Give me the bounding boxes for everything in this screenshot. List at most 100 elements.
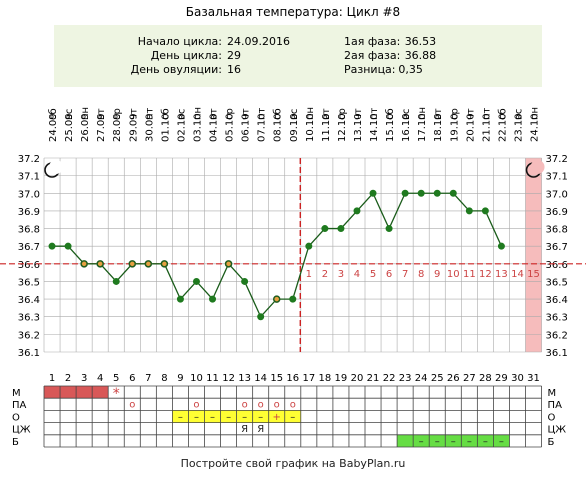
data-point <box>112 277 120 285</box>
y-tick-right: 36.3 <box>546 313 568 324</box>
date-label: 07.10 <box>257 113 268 142</box>
y-tick-left: 36.2 <box>18 330 40 341</box>
date-label: 27.09 <box>96 113 107 142</box>
y-tick-left: 36.5 <box>18 277 40 288</box>
row-cell-mark: – <box>419 436 424 447</box>
data-point <box>160 260 169 268</box>
moon-icon <box>44 160 64 178</box>
weekday-label: пн <box>305 107 316 120</box>
data-point <box>401 189 409 197</box>
row-cell-mark: – <box>483 436 488 447</box>
row-cell-mark: – <box>451 436 456 447</box>
day-number: 16 <box>286 373 299 384</box>
y-tick-left: 37.2 <box>18 154 40 165</box>
date-label: 01.10 <box>160 113 171 142</box>
data-point <box>321 225 329 233</box>
day-number: 9 <box>177 373 183 384</box>
row-cell-mark: – <box>499 436 504 447</box>
row-label-right: Б <box>548 437 555 448</box>
date-label: 28.09 <box>112 113 123 142</box>
day-number: 2 <box>65 373 71 384</box>
info-left-value: 16 <box>227 63 241 76</box>
date-label: 26.09 <box>80 113 91 142</box>
date-label: 20.10 <box>465 113 476 142</box>
phase2-day-label: 12 <box>479 269 492 280</box>
data-point <box>241 277 249 285</box>
data-point <box>96 260 104 268</box>
y-tick-left: 36.3 <box>18 313 40 324</box>
date-label: 24.10 <box>530 113 541 142</box>
date-label: 16.10 <box>401 113 412 142</box>
date-label: 04.10 <box>209 113 220 142</box>
day-number: 23 <box>399 373 412 384</box>
info-right-label: 1ая фаза: <box>344 35 400 48</box>
date-label: 21.10 <box>481 113 492 142</box>
weekday-label: вт <box>96 108 107 120</box>
day-number: 5 <box>113 373 119 384</box>
weekday-label: пн <box>417 107 428 120</box>
data-point <box>192 277 200 285</box>
weekday-label: сб <box>385 108 396 120</box>
row-cell-mark: – <box>467 436 472 447</box>
day-number: 29 <box>495 373 508 384</box>
day-number: 21 <box>367 373 380 384</box>
phase2-day-label: 2 <box>322 269 328 280</box>
y-tick-right: 36.7 <box>546 242 568 253</box>
moon-cutout <box>49 160 64 174</box>
weekday-label: чт <box>241 108 252 120</box>
phase2-day-label: 3 <box>338 269 344 280</box>
info-right-label: Разница: <box>344 63 396 76</box>
row-label-left: М <box>12 388 21 399</box>
row-cell-mark: Я <box>257 424 264 435</box>
date-label: 30.09 <box>144 113 155 142</box>
weekday-label: вс <box>176 109 187 120</box>
date-label: 05.10 <box>225 113 236 142</box>
day-number: 20 <box>351 373 364 384</box>
data-point <box>257 313 265 321</box>
weekday-label: чт <box>353 108 364 120</box>
row-label-right: О <box>548 412 556 423</box>
row-label-right: ЦЖ <box>548 425 567 436</box>
day-number: 22 <box>383 373 396 384</box>
date-label: 08.10 <box>273 113 284 142</box>
day-number: 25 <box>431 373 444 384</box>
row-cell-mark: o <box>258 400 264 411</box>
date-label: 15.10 <box>385 113 396 142</box>
row-cell-mark: o <box>274 400 280 411</box>
day-number: 31 <box>527 373 540 384</box>
row-cell-mark: o <box>129 400 135 411</box>
date-label: 29.09 <box>128 113 139 142</box>
row-label-left: ЦЖ <box>12 425 31 436</box>
row-cell-mark: o <box>290 400 296 411</box>
data-point <box>353 207 361 215</box>
date-label: 10.10 <box>305 113 316 142</box>
date-label: 19.10 <box>449 113 460 142</box>
row-label-right: М <box>548 388 557 399</box>
moon-icon <box>525 160 545 178</box>
phase2-day-label: 9 <box>434 269 440 280</box>
y-tick-right: 37.0 <box>546 189 568 200</box>
data-point <box>209 295 217 303</box>
y-tick-right: 36.6 <box>546 260 568 271</box>
info-left-value: 24.09.2016 <box>227 35 290 48</box>
menses-cell <box>92 386 109 399</box>
footer-link[interactable]: Постройте свой график на BabyPlan.ru <box>181 457 406 470</box>
phase2-day-label: 14 <box>511 269 524 280</box>
row-cell-mark: – <box>210 412 215 423</box>
day-number: 24 <box>415 373 428 384</box>
weekday-label: ср <box>225 108 236 120</box>
info-left-label: День цикла: <box>151 49 222 62</box>
weekday-label: вт <box>433 108 444 120</box>
cycle-info-box: Начало цикла: 24.09.2016 День цикла: 29 День… <box>54 25 542 87</box>
data-point <box>433 189 441 197</box>
weekday-label: пт <box>257 107 268 120</box>
row-label-left: ПА <box>12 400 27 411</box>
phase2-day-label: 15 <box>527 269 540 280</box>
data-point <box>272 295 281 303</box>
row-cell-mark: – <box>242 412 247 423</box>
day-number: 14 <box>254 373 267 384</box>
date-label: 17.10 <box>417 113 428 142</box>
y-tick-left: 36.7 <box>18 242 40 253</box>
weekday-label: вт <box>209 108 220 120</box>
row-cell-mark: – <box>178 412 183 423</box>
